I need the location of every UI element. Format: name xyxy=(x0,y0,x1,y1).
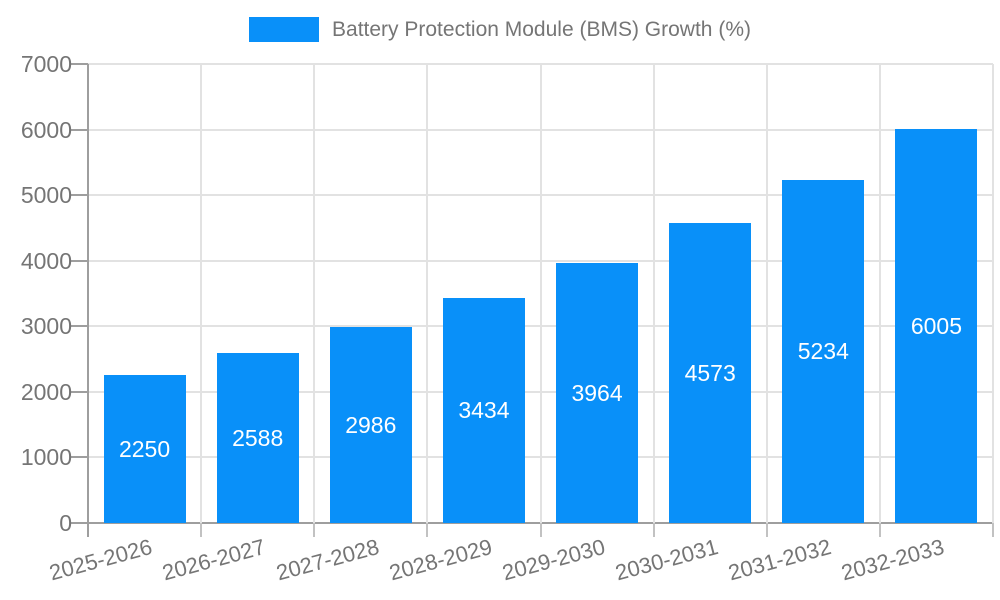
x-tick xyxy=(313,523,316,537)
x-tick xyxy=(992,523,994,537)
x-tick xyxy=(765,523,768,537)
bar[interactable] xyxy=(895,129,978,523)
y-axis-line xyxy=(87,64,89,537)
bar-value-label: 5234 xyxy=(797,338,849,365)
bar-value-label: 3964 xyxy=(571,380,623,407)
y-axis-label: 7000 xyxy=(20,51,72,77)
y-axis-label: 6000 xyxy=(20,116,72,143)
y-axis-label: 1000 xyxy=(20,444,72,471)
legend-label[interactable]: Battery Protection Module (BMS) Growth (… xyxy=(332,17,751,41)
x-tick xyxy=(426,523,429,537)
y-tick xyxy=(70,128,88,131)
legend: Battery Protection Module (BMS) Growth (… xyxy=(0,17,1000,42)
x-axis-label: 2031-2032 xyxy=(725,534,834,586)
x-tick xyxy=(878,523,881,537)
x-tick xyxy=(539,523,542,537)
x-gridline xyxy=(200,64,203,523)
x-axis-label: 2030-2031 xyxy=(612,534,721,586)
x-gridline xyxy=(313,64,316,523)
y-tick xyxy=(70,259,88,262)
x-gridline xyxy=(992,64,994,523)
x-gridline xyxy=(878,64,881,523)
bar[interactable] xyxy=(329,327,412,523)
bar-value-label: 4573 xyxy=(684,360,736,387)
y-tick xyxy=(70,63,88,65)
x-axis-label: 2028-2029 xyxy=(386,534,495,586)
y-tick xyxy=(70,456,88,459)
bar[interactable] xyxy=(442,297,525,523)
x-gridline xyxy=(426,64,429,523)
y-axis-label: 2000 xyxy=(20,378,72,405)
bar[interactable] xyxy=(103,375,186,523)
legend-swatch[interactable] xyxy=(249,17,320,42)
y-axis-label: 4000 xyxy=(20,247,72,274)
bar[interactable] xyxy=(782,179,865,523)
bar[interactable] xyxy=(556,263,639,523)
y-axis-label: 0 xyxy=(59,510,72,536)
y-tick xyxy=(70,522,88,524)
bar-value-label: 2986 xyxy=(345,412,397,439)
y-tick xyxy=(70,390,88,393)
bar-value-label: 6005 xyxy=(910,313,963,340)
x-axis-label: 2025-2026 xyxy=(46,534,156,586)
x-axis-label: 2029-2030 xyxy=(499,534,608,586)
x-gridline xyxy=(765,64,768,523)
x-gridline xyxy=(652,64,655,523)
y-axis-label: 5000 xyxy=(20,182,72,209)
x-axis-label: 2026-2027 xyxy=(160,534,269,586)
x-gridline xyxy=(539,64,542,523)
y-tick xyxy=(70,194,88,197)
bar[interactable] xyxy=(216,353,299,523)
bar-value-label: 2588 xyxy=(232,425,284,452)
x-tick xyxy=(652,523,655,537)
x-tick xyxy=(200,523,203,537)
x-axis-label: 2032-2033 xyxy=(838,534,947,586)
y-axis-label: 3000 xyxy=(20,313,72,340)
x-axis-label: 2027-2028 xyxy=(273,534,382,586)
y-tick xyxy=(70,325,88,328)
bar[interactable] xyxy=(669,223,752,523)
bar-value-label: 2250 xyxy=(118,436,171,463)
bar-value-label: 3434 xyxy=(458,397,510,424)
